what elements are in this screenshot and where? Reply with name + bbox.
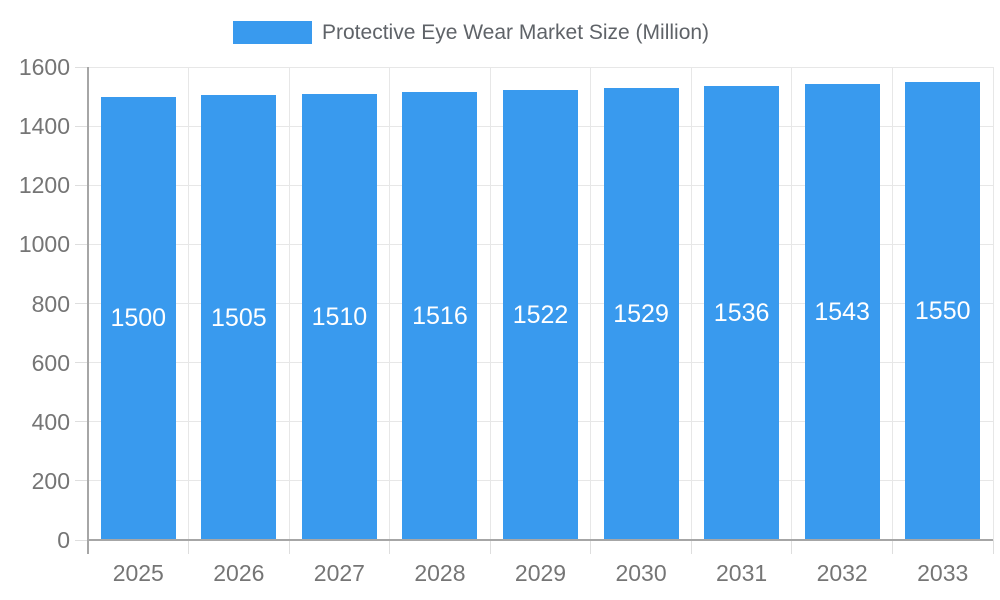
y-tick-label: 1600 (18, 54, 70, 80)
bar-value-label: 1505 (211, 303, 267, 332)
x-gridline (791, 67, 793, 540)
bar[interactable] (100, 96, 176, 540)
y-tick (75, 539, 88, 541)
x-tick-label: 2029 (514, 560, 567, 586)
y-tick (75, 421, 88, 423)
y-tick (75, 66, 88, 68)
x-tick (992, 540, 994, 554)
y-tick-label: 0 (57, 527, 70, 553)
y-tick (75, 480, 88, 482)
bar[interactable] (301, 93, 377, 540)
x-tick (590, 540, 592, 554)
x-tick-label: 2033 (917, 560, 969, 586)
x-axis-line (88, 538, 993, 541)
x-gridline (188, 67, 190, 540)
y-gridline (88, 66, 993, 68)
x-tick-label: 2026 (213, 560, 265, 586)
y-tick (75, 303, 88, 304)
bar-value-label: 1536 (713, 298, 770, 327)
y-tick-label: 400 (31, 408, 70, 435)
y-tick-label: 1400 (18, 113, 70, 140)
x-tick (690, 540, 692, 554)
y-tick (75, 125, 88, 127)
x-tick-label: 2027 (313, 560, 365, 586)
x-tick (188, 540, 190, 554)
y-axis-line (86, 67, 89, 554)
x-gridline (590, 67, 592, 540)
x-tick (389, 540, 391, 554)
x-tick-label: 2031 (716, 560, 768, 586)
y-tick (75, 243, 88, 245)
y-tick-label: 1200 (18, 172, 70, 199)
y-tick-label: 1000 (18, 231, 70, 258)
x-tick-label: 2030 (615, 560, 667, 586)
bar-value-label: 1500 (110, 304, 167, 333)
x-tick-label: 2032 (816, 560, 868, 586)
bar[interactable] (402, 91, 478, 540)
legend-swatch[interactable] (233, 21, 312, 44)
x-gridline (690, 67, 692, 540)
x-tick (891, 540, 893, 554)
y-tick-label: 800 (31, 290, 70, 317)
y-tick-label: 600 (31, 349, 70, 376)
x-tick (489, 540, 491, 554)
legend-label: Protective Eye Wear Market Size (Million… (322, 21, 710, 44)
bar-value-label: 1516 (412, 301, 468, 330)
x-tick-label: 2025 (112, 560, 164, 586)
y-tick (75, 184, 88, 186)
bar[interactable] (201, 95, 277, 540)
bar-value-label: 1522 (512, 301, 569, 330)
y-tick (75, 362, 88, 364)
x-gridline (288, 67, 290, 540)
bar-value-label: 1510 (311, 302, 368, 331)
bar-value-label: 1529 (613, 299, 669, 328)
bar[interactable] (503, 90, 578, 540)
x-gridline (389, 67, 391, 540)
y-tick-label: 200 (31, 467, 70, 494)
x-tick (288, 540, 290, 554)
x-tick-label: 2028 (414, 560, 466, 586)
x-gridline (489, 67, 491, 540)
bar-value-label: 1543 (814, 297, 870, 326)
bar[interactable] (603, 87, 679, 540)
bar[interactable] (804, 83, 880, 540)
x-gridline (891, 67, 893, 540)
bar[interactable] (704, 85, 780, 540)
x-tick (791, 540, 793, 554)
bar[interactable] (905, 81, 981, 540)
x-gridline (992, 67, 994, 540)
bar-value-label: 1550 (914, 296, 971, 325)
